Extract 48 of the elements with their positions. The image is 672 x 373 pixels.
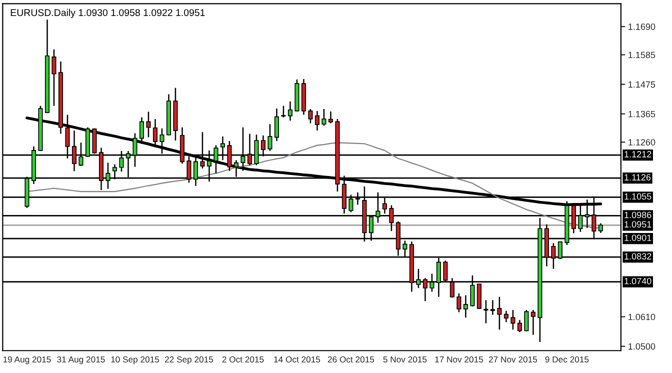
candlestick [322,108,326,126]
ref-line-label: 1.0832 [624,253,652,260]
candlestick [268,123,272,152]
x-tick-label: 2 Oct 2015 [222,356,264,362]
candlestick [274,108,279,142]
candlestick [517,319,522,333]
candlestick [530,309,536,336]
ref-line-label: 1.1212 [624,151,652,158]
y-tick-label: 1.1475 [628,81,656,88]
x-tick-label: 31 Aug 2015 [57,356,105,364]
y-tick-label: 1.1365 [628,110,656,118]
candlestick [52,48,56,106]
candlestick [328,110,333,124]
x-tick-label: 22 Sep 2015 [164,356,214,364]
y-tick-label: 1.1585 [628,52,656,58]
ref-line-label: 1.0901 [624,234,652,241]
x-tick-label: 27 Nov 2015 [488,356,537,362]
candlestick [281,105,286,118]
candlestick [456,292,462,313]
candlestick [308,108,313,124]
candlestick [497,296,502,330]
candlestick [288,100,292,122]
x-tick-label: 19 Aug 2015 [3,356,51,364]
candlestick [504,310,508,323]
text: EURUSD.Daily 1.0930 1.0958 1.0922 1.0951 [10,8,205,18]
ref-line-label: 1.0951 [624,221,652,228]
x-tick-label: 26 Oct 2015 [328,356,374,362]
candlestick [598,222,603,234]
candlestick [484,299,488,324]
candlestick [463,294,468,318]
x-tick-label: 14 Oct 2015 [274,356,320,362]
candlestick [524,309,529,332]
candlestick [314,110,320,132]
ref-line-label: 1.1126 [624,174,651,181]
ref-line-label: 1.0986 [624,212,652,218]
candlestick [146,111,151,138]
ref-line-label: 1.0740 [624,278,652,284]
y-tick-label: 1.1260 [628,139,656,146]
y-tick-label: 1.0610 [628,314,656,320]
ref-line-label: 1.1055 [624,193,652,200]
y-tick-label: 1.1690 [628,24,656,30]
x-tick-label: 9 Dec 2015 [545,356,589,362]
x-tick-label: 5 Nov 2015 [383,356,427,362]
y-tick-label: 1.0500 [628,343,656,350]
x-tick-label: 10 Sep 2015 [111,356,160,364]
candlestick [490,299,495,316]
candlestick [510,309,516,330]
x-tick-label: 17 Nov 2015 [435,356,483,362]
